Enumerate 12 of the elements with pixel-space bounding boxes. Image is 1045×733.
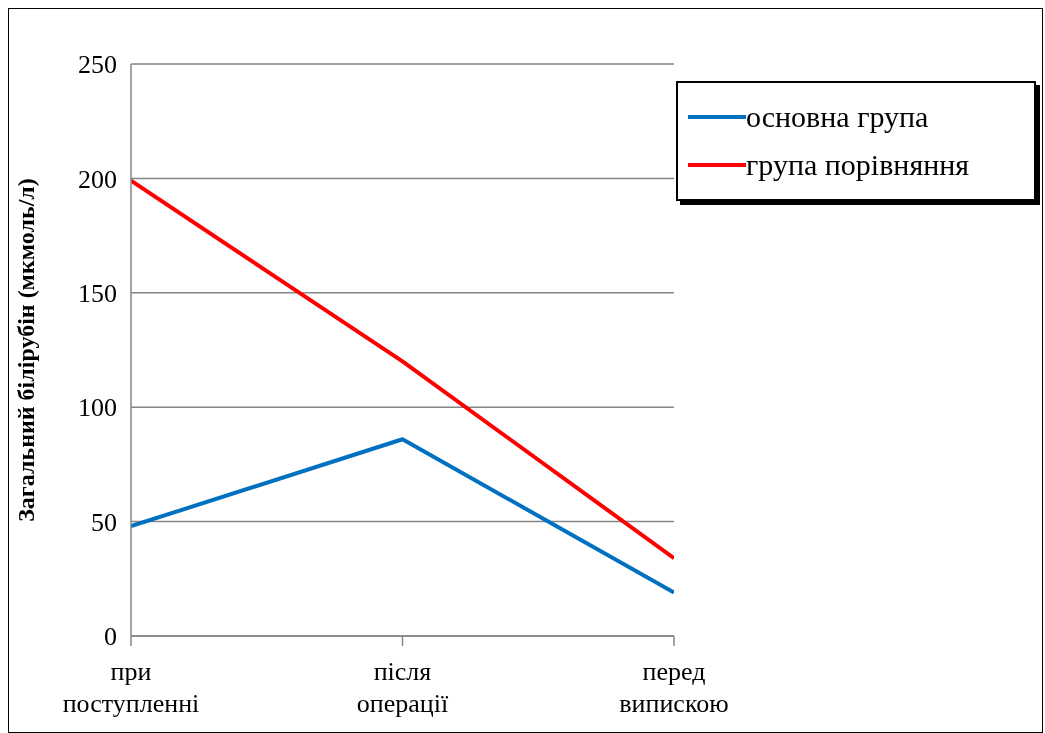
y-tick-label: 150 (78, 279, 117, 309)
legend-label: група порівняння (746, 148, 970, 182)
y-axis-title: Загальний білірубін (мкмоль/л) (12, 178, 39, 522)
legend-label: основна група (746, 100, 929, 134)
y-tick-label: 0 (104, 622, 117, 652)
y-tick-label: 100 (78, 393, 117, 423)
y-tick-label: 200 (78, 164, 117, 194)
y-tick-label: 50 (91, 507, 117, 537)
x-tick-label: перед випискою (619, 657, 729, 718)
x-tick-label: при поступленні (62, 657, 200, 718)
y-tick-label: 250 (78, 50, 117, 80)
x-tick-label: після операції (356, 657, 449, 718)
